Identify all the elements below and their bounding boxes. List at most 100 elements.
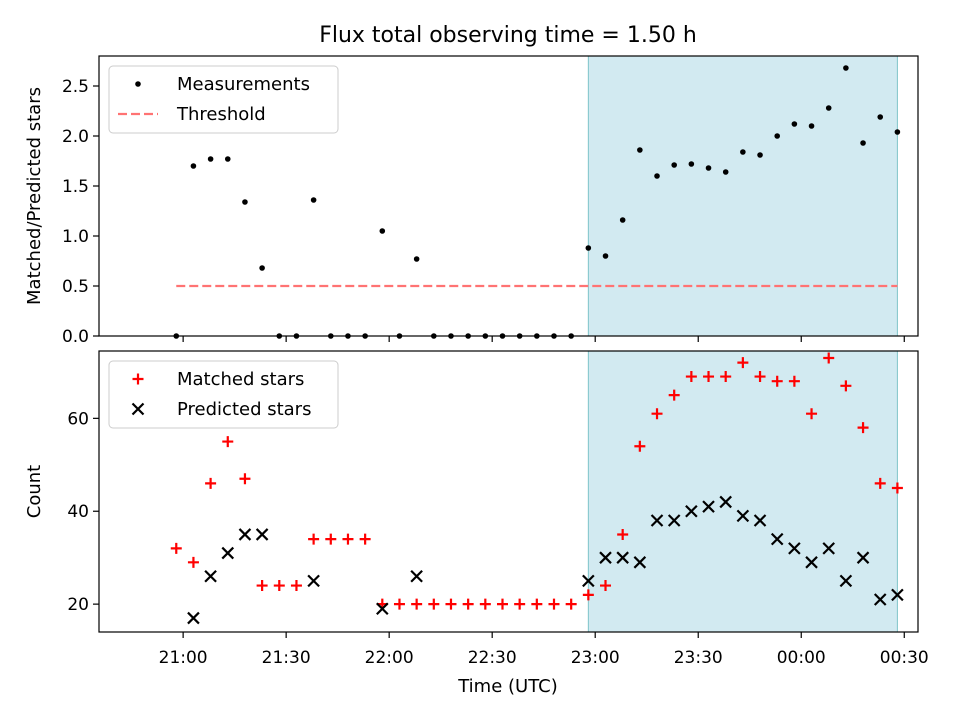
measurements-point [791,121,798,127]
measurements-point [259,265,265,271]
measurements-point [310,197,317,203]
matched-stars-point [273,580,285,592]
matched-stars-point [290,580,302,592]
measurements-point [190,163,197,169]
x-tick-label: 00:30 [880,648,929,668]
chart-title: Flux total observing time = 1.50 h [319,23,697,48]
measurements-point [413,256,420,262]
top-y-axis: 0.0 0.5 1.0 1.5 2.0 2.5 [62,77,99,347]
legend-marker [135,81,141,87]
measurements-point [774,133,781,139]
matched-stars-point [256,580,268,592]
matched-stars-point [393,598,405,610]
matched-stars-point [806,408,818,420]
matched-stars-point [239,473,251,485]
x-tick-label: 21:00 [159,648,208,668]
legend-box [108,65,339,134]
y-tick-label: 1.5 [62,177,89,197]
measurements-point [860,140,866,146]
matched-stars-point [754,371,766,383]
legend-label: Threshold [176,104,266,125]
measurements-point [740,149,746,155]
matched-stars-point [823,352,835,364]
predicted-stars-point [667,514,681,527]
bottom-legend: Matched stars Predicted stars [108,360,339,429]
bottom-highlight-span [587,350,898,633]
matched-stars-point [600,580,612,592]
predicted-stars-point [633,556,647,569]
y-tick-label: 2.0 [62,127,89,147]
bottom-y-axis: 20 40 60 [67,409,99,615]
matched-stars-point [222,436,234,448]
predicted-stars-point [839,574,853,588]
bottom-data-marks [170,352,904,625]
x-tick-label: 23:30 [674,648,723,668]
predicted-stars-point [822,542,835,555]
matched-stars-point [187,556,199,568]
predicted-stars-point [753,514,767,527]
measurements-point [619,217,626,223]
x-tick-label: 23:00 [571,648,620,668]
predicted-stars-point [255,528,269,541]
matched-stars-point [479,598,491,610]
bottom-panel: 20 40 60 21:00 21:30 22:00 22:30 23:00 23:30 00:… [24,350,929,668]
predicted-stars-point [599,551,612,564]
predicted-stars-point [204,569,217,583]
predicted-stars-point [719,495,732,509]
y-tick-label: 0.5 [62,277,89,297]
matched-stars-point [634,440,646,452]
predicted-stars-point [702,500,715,513]
x-tick-label: 22:00 [365,648,414,668]
measurements-point [585,245,592,251]
x-axis-label: Time (UTC) [457,676,558,697]
matched-stars-point [342,533,354,545]
legend-label: Measurements [177,74,310,95]
y-tick-label: 40 [67,502,89,522]
matched-stars-point [582,589,594,601]
matched-stars-point [428,598,440,610]
predicted-stars-point [873,593,887,606]
predicted-stars-point [307,574,320,588]
matched-stars-point [771,375,783,387]
predicted-stars-point [616,551,629,564]
predicted-stars-point [221,546,235,560]
matched-stars-point [205,477,217,489]
matched-stars-point [840,380,852,392]
measurements-point [722,169,729,175]
matched-stars-point [737,357,749,369]
legend-label: Matched stars [177,369,304,390]
x-tick-label: 21:30 [262,648,311,668]
legend-marker [131,402,145,416]
matched-stars-point [857,422,869,434]
matched-stars-point [548,598,560,610]
measurements-point [637,147,643,153]
y-tick-label: 0.0 [62,327,89,347]
matched-stars-point [170,542,182,554]
measurements-point [654,173,660,179]
predicted-stars-point [856,551,870,564]
matched-stars-point [891,482,903,494]
predicted-stars-point [788,542,801,555]
measurements-point [242,199,248,205]
matched-stars-point [703,371,715,383]
measurements-point [757,152,763,158]
bottom-y-axis-label: Count [24,465,45,518]
measurements-point [224,156,231,162]
legend-marker [132,373,144,385]
predicted-stars-point [410,569,423,583]
matched-stars-point [462,598,474,610]
predicted-stars-point [891,588,904,602]
measurements-point [379,228,386,234]
top-panel: 0.0 0.5 1.0 1.5 2.0 2.5 Matched/Predicted sta… [24,55,919,347]
matched-stars-point [565,598,577,610]
measurements-point [843,65,849,71]
measurements-point [877,114,884,120]
predicted-stars-point [238,528,252,541]
predicted-stars-point [805,556,818,569]
predicted-stars-point [685,504,698,518]
x-tick-label: 00:00 [777,648,826,668]
measurements-point [705,165,712,171]
top-y-axis-label: Matched/Predicted stars [24,87,45,305]
matched-stars-point [720,371,732,383]
top-data-marks [173,65,901,339]
